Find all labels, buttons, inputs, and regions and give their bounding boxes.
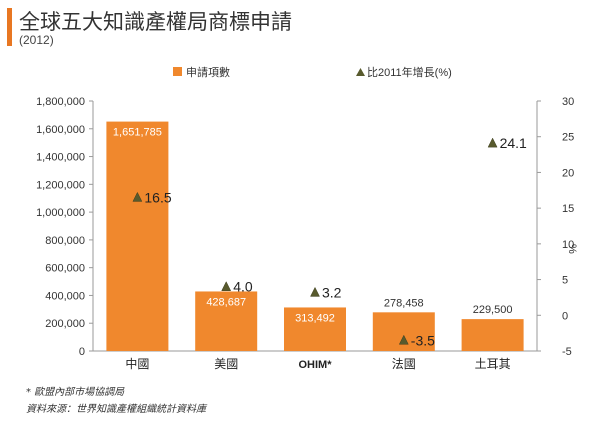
bar: [284, 307, 346, 351]
right-tick-label: 0: [562, 310, 568, 322]
growth-marker: [132, 191, 143, 202]
legend-growth-label: 比2011年增長(%): [367, 65, 452, 79]
left-tick-label: 1,200,000: [36, 179, 85, 191]
chart-subtitle: (2012): [19, 33, 54, 47]
growth-marker: [310, 286, 320, 297]
left-tick-label: 0: [79, 346, 85, 358]
x-axis-labels: 中國 美國 OHIM* 法國 土耳其: [125, 356, 510, 371]
left-tick-label: 200,000: [45, 318, 85, 330]
left-tick-label: 1,800,000: [36, 96, 85, 108]
legend-triangle-icon: [356, 68, 365, 76]
growth-value-label: 4.0: [233, 279, 253, 295]
category-label: OHIM*: [299, 359, 333, 371]
growth-value-label: 3.2: [322, 284, 342, 300]
left-tick-label: 1,000,000: [36, 207, 85, 219]
left-tick-label: 1,400,000: [36, 152, 85, 164]
right-tick-label: 25: [562, 132, 574, 144]
bar: [372, 312, 435, 351]
category-label: 法國: [392, 357, 416, 371]
source-note: 資料來源：世界知識產權組織統計資料庫: [26, 404, 206, 415]
footnote: * 歐盟內部市場協調局: [26, 387, 125, 398]
bar: [195, 291, 258, 351]
right-tick-label: 5: [562, 275, 568, 287]
category-label: 美國: [214, 357, 238, 371]
left-axis: 0 200,000 400,000 600,000 800,000 1,000,000 1,…: [36, 96, 537, 358]
right-tick-label: 15: [562, 203, 574, 215]
right-tick-label: 10: [562, 239, 574, 251]
growth-marker: [487, 137, 498, 148]
right-tick-label: 20: [562, 167, 574, 179]
growth-marker: [398, 334, 409, 345]
bar: [461, 319, 524, 351]
bar-value-label: 313,492: [295, 312, 335, 324]
notes: * 歐盟內部市場協調局 資料來源：世界知識產權組織統計資料庫: [26, 384, 206, 418]
bar-value-label: 229,500: [473, 304, 513, 316]
left-tick-label: 600,000: [45, 263, 85, 275]
legend: 申請項數 比2011年增長(%): [173, 65, 452, 79]
growth-value-label: -3.5: [411, 332, 435, 348]
growth-value-label: 16.5: [144, 189, 171, 205]
left-tick-label: 800,000: [45, 235, 85, 247]
page-title: 全球五大知識產權局商標申請: [19, 10, 292, 34]
bar-series: 1,651,785 428,687 313,492 278,458 229,500: [106, 121, 524, 351]
growth-series: 16.5 4.0 3.2 -3.5 24.1: [132, 135, 527, 348]
right-tick-label: 30: [562, 96, 574, 108]
bar-value-label: 428,687: [206, 296, 246, 308]
title-accent-bar: [7, 8, 12, 46]
growth-marker: [221, 281, 232, 291]
category-label: 中國: [125, 356, 149, 371]
legend-bar-label: 申請項數: [186, 65, 230, 79]
growth-value-label: 24.1: [500, 135, 527, 151]
left-tick-label: 1,600,000: [36, 124, 85, 136]
legend-bar-swatch: [173, 67, 182, 76]
right-tick-label: -5: [562, 346, 572, 358]
bar-value-label: 278,458: [384, 297, 424, 309]
bar-value-label: 1,651,785: [113, 127, 162, 139]
right-axis-unit: %: [566, 244, 578, 254]
right-axis: -5 0 5 10 15 20 25 30%: [536, 96, 578, 358]
bar: [106, 121, 169, 351]
left-tick-label: 400,000: [45, 290, 85, 302]
category-label: 土耳其: [475, 357, 511, 371]
